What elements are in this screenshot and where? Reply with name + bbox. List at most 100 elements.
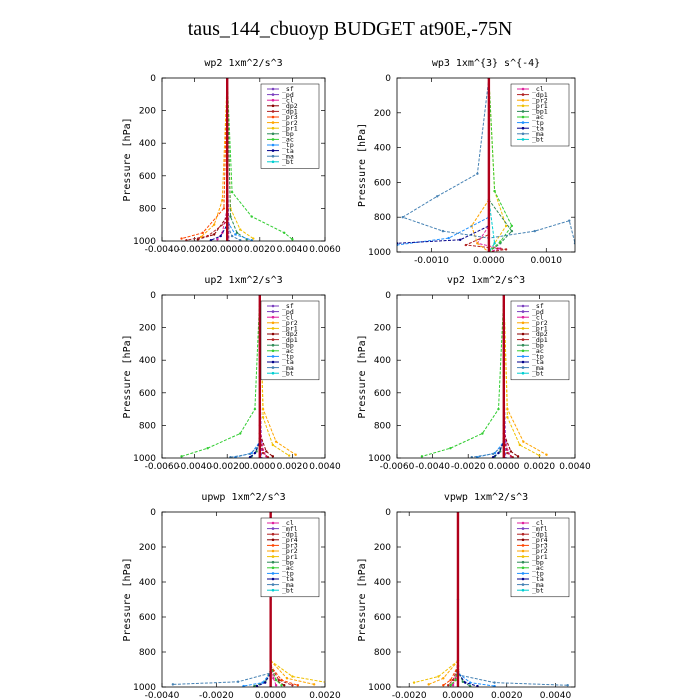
- data-point-_bp: [461, 680, 465, 683]
- plot-frame: [396, 294, 576, 459]
- legend-marker: [521, 315, 525, 319]
- series-line-_pr2: [259, 295, 296, 456]
- y-tick-label: 400: [139, 578, 156, 588]
- data-point-_dp2: [509, 450, 513, 453]
- legend-marker: [271, 104, 275, 108]
- y-tick-label: 400: [374, 144, 391, 154]
- data-point-_ac: [481, 432, 484, 435]
- y-tick-label: 400: [374, 578, 391, 588]
- data-point-_ta: [464, 681, 467, 684]
- legend-box: [260, 83, 320, 169]
- data-point-_bp: [499, 450, 502, 453]
- legend-label: _ac: [282, 347, 294, 355]
- x-tick-label: -0.0020: [451, 462, 486, 472]
- legend-marker: [521, 366, 525, 369]
- series-line-_pr1: [488, 78, 507, 252]
- legend-marker: [271, 349, 275, 353]
- y-tick-label: 0: [385, 291, 391, 301]
- data-point-_cl: [274, 684, 278, 687]
- y-tick-label: 200: [374, 543, 391, 553]
- x-tick-label: 0.0040: [277, 245, 309, 255]
- series-line-_pr3: [181, 78, 228, 240]
- data-point-_pr1: [506, 416, 509, 419]
- legend-marker: [521, 104, 525, 108]
- x-tick-label: 0.0000: [473, 256, 505, 266]
- legend: _cl_mfl_dp1_pr4_pr3_pr2_pr1_bp_ac_tp_ta_…: [510, 517, 570, 598]
- legend-marker: [271, 355, 275, 358]
- x-tick-label: -0.0010: [414, 256, 449, 266]
- y-axis-label: Pressure [hPa]: [122, 557, 133, 641]
- legend: _cl_dp1_pr2_pr1_bp1_ac_tp_ta_ma_bt: [510, 83, 570, 147]
- legend-label: _mfl: [282, 525, 298, 533]
- y-tick-label: 800: [139, 648, 156, 658]
- legend-marker: [271, 549, 275, 553]
- data-point-_ta: [219, 234, 222, 238]
- legend-box: [510, 517, 570, 598]
- legend-marker: [271, 338, 275, 341]
- series-line-_ac: [181, 295, 261, 457]
- series-line-_ac: [488, 78, 513, 252]
- data-point-_dp1: [277, 678, 281, 682]
- legend-marker: [521, 310, 525, 313]
- data-point-_cl: [451, 684, 455, 687]
- legend-label: _pr1: [532, 553, 548, 561]
- series-line-_pr2: [200, 78, 228, 238]
- y-tick-label: 200: [374, 324, 391, 334]
- data-point-_pr2: [285, 677, 289, 680]
- data-point-_dp1: [447, 684, 450, 687]
- series-line-_bp: [226, 78, 248, 240]
- data-point-_ac: [454, 678, 457, 682]
- data-point-_pr2: [545, 453, 548, 456]
- data-point-_ac: [274, 678, 278, 682]
- legend-marker: [521, 549, 525, 553]
- legend-marker: [271, 588, 275, 592]
- data-point-_ma: [230, 234, 234, 238]
- data-point-_ac: [510, 224, 514, 228]
- y-tick-label: 0: [150, 74, 156, 84]
- data-point-_tp: [250, 238, 253, 241]
- legend-label: _ma: [532, 130, 544, 138]
- legend-marker: [521, 321, 525, 325]
- series-line-_dp1: [186, 78, 228, 241]
- legend-label: _pr2: [282, 119, 298, 127]
- legend: _cl_mfl_dp1_pr4_pr3_pr2_pr1_bp_ac_tp_ta_…: [260, 517, 320, 598]
- data-point-_ac: [250, 215, 253, 218]
- series-line-_dp1: [503, 295, 514, 458]
- legend-marker: [271, 583, 275, 586]
- data-point-_pr1: [271, 443, 275, 447]
- legend-marker: [271, 521, 275, 525]
- y-tick-label: 0: [385, 74, 391, 84]
- y-tick-label: 400: [139, 139, 156, 149]
- legend-label: _ta: [532, 124, 544, 132]
- legend-label: _dp2: [282, 330, 298, 338]
- legend-box: [260, 300, 320, 381]
- data-point-_ac: [230, 190, 234, 194]
- data-point-_ma: [441, 229, 445, 233]
- legend-label: _pr2: [532, 319, 548, 327]
- data-point-_pr1: [538, 454, 541, 457]
- legend-marker: [521, 98, 525, 102]
- data-point-_dp1: [451, 678, 455, 682]
- data-point-_pr1: [327, 681, 329, 683]
- legend-marker: [271, 572, 275, 575]
- x-tick-label: 0.0000: [255, 691, 287, 700]
- legend-label: _tp: [282, 141, 294, 149]
- legend-marker: [271, 327, 275, 330]
- x-tick-label: 0.0040: [540, 691, 572, 700]
- legend-marker: [521, 566, 525, 570]
- data-point-_pr2: [294, 453, 297, 456]
- data-point-_ac: [180, 455, 183, 458]
- data-point-_dp1: [511, 455, 514, 458]
- data-point-_ac: [283, 231, 286, 235]
- legend-label: _ac: [282, 564, 294, 572]
- data-point-_ac: [253, 407, 257, 411]
- legend-marker: [521, 360, 525, 364]
- legend-label: _pr3: [532, 542, 548, 550]
- legend-label: _bt: [532, 586, 544, 594]
- legend-marker: [521, 544, 525, 547]
- series-line-_pr2: [471, 78, 490, 252]
- legend-marker: [271, 143, 275, 147]
- data-point-_pr3: [180, 237, 183, 240]
- legend-label: _ta: [282, 575, 294, 583]
- series-line-_ma: [172, 512, 272, 685]
